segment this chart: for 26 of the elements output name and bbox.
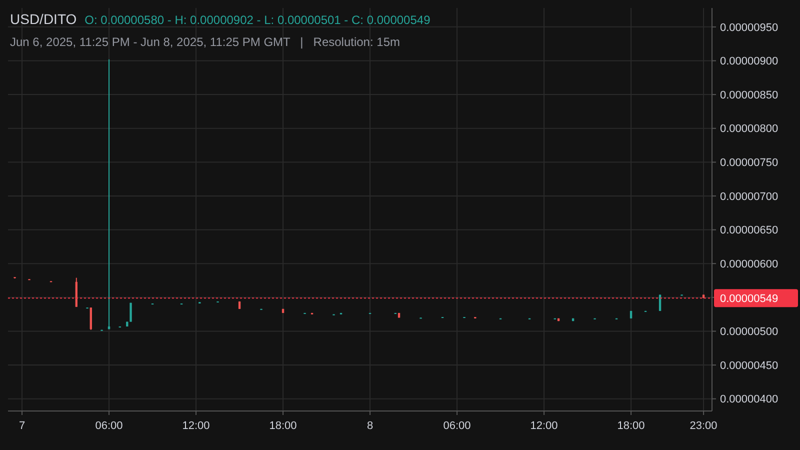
x-tick-label: 12:00 xyxy=(182,420,210,432)
y-tick-label: 0.00000500 xyxy=(720,326,778,338)
y-tick-label: 0.00000800 xyxy=(720,123,778,136)
x-tick-label: 23:00 xyxy=(690,420,718,432)
candlestick xyxy=(658,294,662,312)
y-tick-label: 0.00000950 xyxy=(720,22,778,34)
y-tick-label: 0.00000700 xyxy=(720,190,778,203)
y-tick-label: 0.00000450 xyxy=(720,360,778,372)
candlestick xyxy=(90,307,92,330)
y-tick-label: 0.00000650 xyxy=(720,224,778,237)
x-tick-label: 18:00 xyxy=(617,420,645,432)
x-tick-label: 06:00 xyxy=(443,420,471,432)
x-tick-label: 06:00 xyxy=(95,420,123,432)
x-tick-label: 18:00 xyxy=(269,420,297,432)
x-tick-label: 12:00 xyxy=(530,420,558,432)
text: Jun 6, 2025, 11:25 PM - Jun 8, 2025, 11:25 PM GMT | Resolution: 15m xyxy=(10,35,400,49)
chart-title: USD/DITO xyxy=(10,11,77,27)
y-tick-label: 0.00000850 xyxy=(720,89,778,102)
y-tick-label: 0.00000750 xyxy=(720,157,778,170)
ref-line-label: 0.00000549 xyxy=(720,292,778,305)
y-tick-label: 0.00000400 xyxy=(720,394,778,406)
annotation: O: 0.00000580 - H: 0.00000902 - L: 0.00000501 - C: 0.00000549 xyxy=(84,13,431,27)
x-tick-label: 8 xyxy=(366,420,374,432)
y-tick-label: 0.00000600 xyxy=(720,258,778,270)
y-tick-label: 0.00000900 xyxy=(720,56,778,68)
x-tick-label: 7 xyxy=(18,420,26,432)
